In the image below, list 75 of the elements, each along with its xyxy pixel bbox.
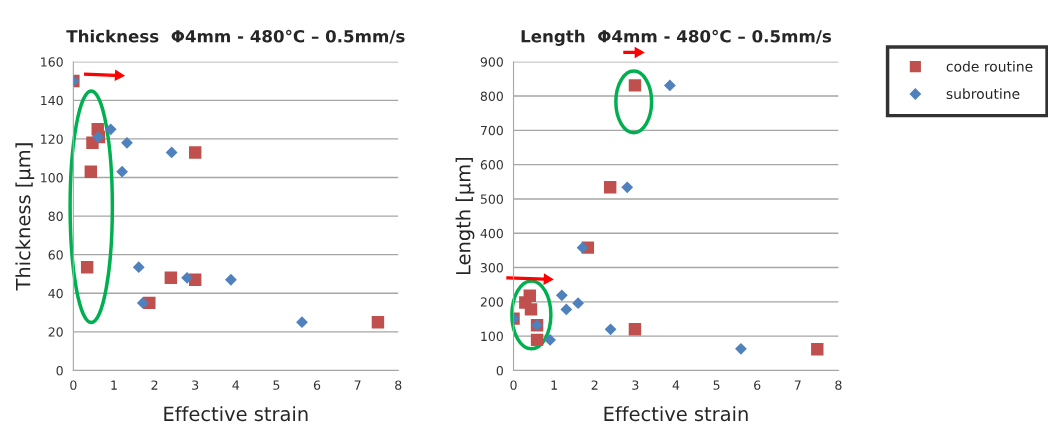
x-tick-label: 5 [713,380,720,390]
point [181,271,193,284]
y-tick-label: 0 [496,365,503,376]
x-axis-title: Effective strain [164,406,308,422]
chart-title: Length Φ4mm - 480°C – 0.5mm/s [521,29,832,46]
y-tick-label: 200 [480,297,503,307]
y-tick-label: 600 [480,160,503,170]
point [572,297,584,310]
point [524,303,538,316]
x-tick-label: 5 [273,380,280,390]
y-tick-label: 160 [41,57,63,67]
x-tick-label: 2 [591,380,598,390]
point [80,261,94,274]
y-tick-label: 0 [56,365,63,376]
point [604,323,617,336]
point [188,146,202,159]
point [628,323,642,336]
y-tick-label: 700 [480,125,503,136]
point [560,303,573,316]
y-tick-label: 300 [480,263,503,273]
y-tick-label: 500 [480,194,503,204]
x-tick-label: 4 [232,380,240,390]
point [523,289,536,302]
point [165,146,178,159]
x-tick-label: 3 [192,380,199,390]
point [164,271,178,285]
x-tick-label: 1 [111,380,117,390]
x-tick-label: 4 [672,380,680,390]
point [628,79,642,92]
y-tick-label: 100 [41,172,63,183]
x-tick-label: 3 [632,380,639,390]
point [663,79,676,92]
y-tick-label: 40 [48,288,63,299]
point [132,261,145,274]
point [603,181,617,194]
point [544,334,556,346]
x-axis-title: Effective strain [604,406,748,422]
point [296,316,308,329]
x-tick-label: 8 [395,380,402,390]
y-tick-label: 120 [41,134,63,144]
x-tick-label: 7 [354,380,361,390]
point [84,165,98,178]
point [555,289,568,302]
legend-label: code routine [946,60,1033,72]
point [576,241,589,254]
x-tick-label: 8 [835,380,842,390]
y-tick-label: 100 [481,331,503,342]
x-tick-label: 1 [551,380,557,390]
point [735,342,747,355]
point [116,165,128,178]
point [371,315,385,329]
point [104,123,117,136]
y-tick-label: 800 [480,91,503,101]
point [621,181,634,194]
y-axis-title: Thickness [µm] [15,143,35,291]
y-tick-label: 900 [480,57,503,67]
x-tick-label: 0 [510,380,517,390]
point [136,297,149,309]
x-tick-label: 6 [754,380,761,390]
y-tick-label: 400 [480,228,503,239]
y-tick-label: 140 [41,95,63,106]
y-tick-label: 60 [48,250,63,260]
y-axis-title: Length [µm] [455,157,475,275]
x-tick-label: 7 [794,380,801,390]
x-tick-label: 0 [70,380,77,390]
point [225,273,237,286]
point [811,342,824,356]
y-tick-label: 20 [48,327,63,337]
legend-label: subroutine [946,88,1020,100]
chart-title: Thickness Φ4mm - 480°C – 0.5mm/s [66,29,405,44]
y-tick-label: 80 [48,211,63,222]
point [530,333,544,347]
point [121,136,133,149]
x-tick-label: 6 [313,380,321,390]
x-tick-label: 2 [151,380,158,390]
